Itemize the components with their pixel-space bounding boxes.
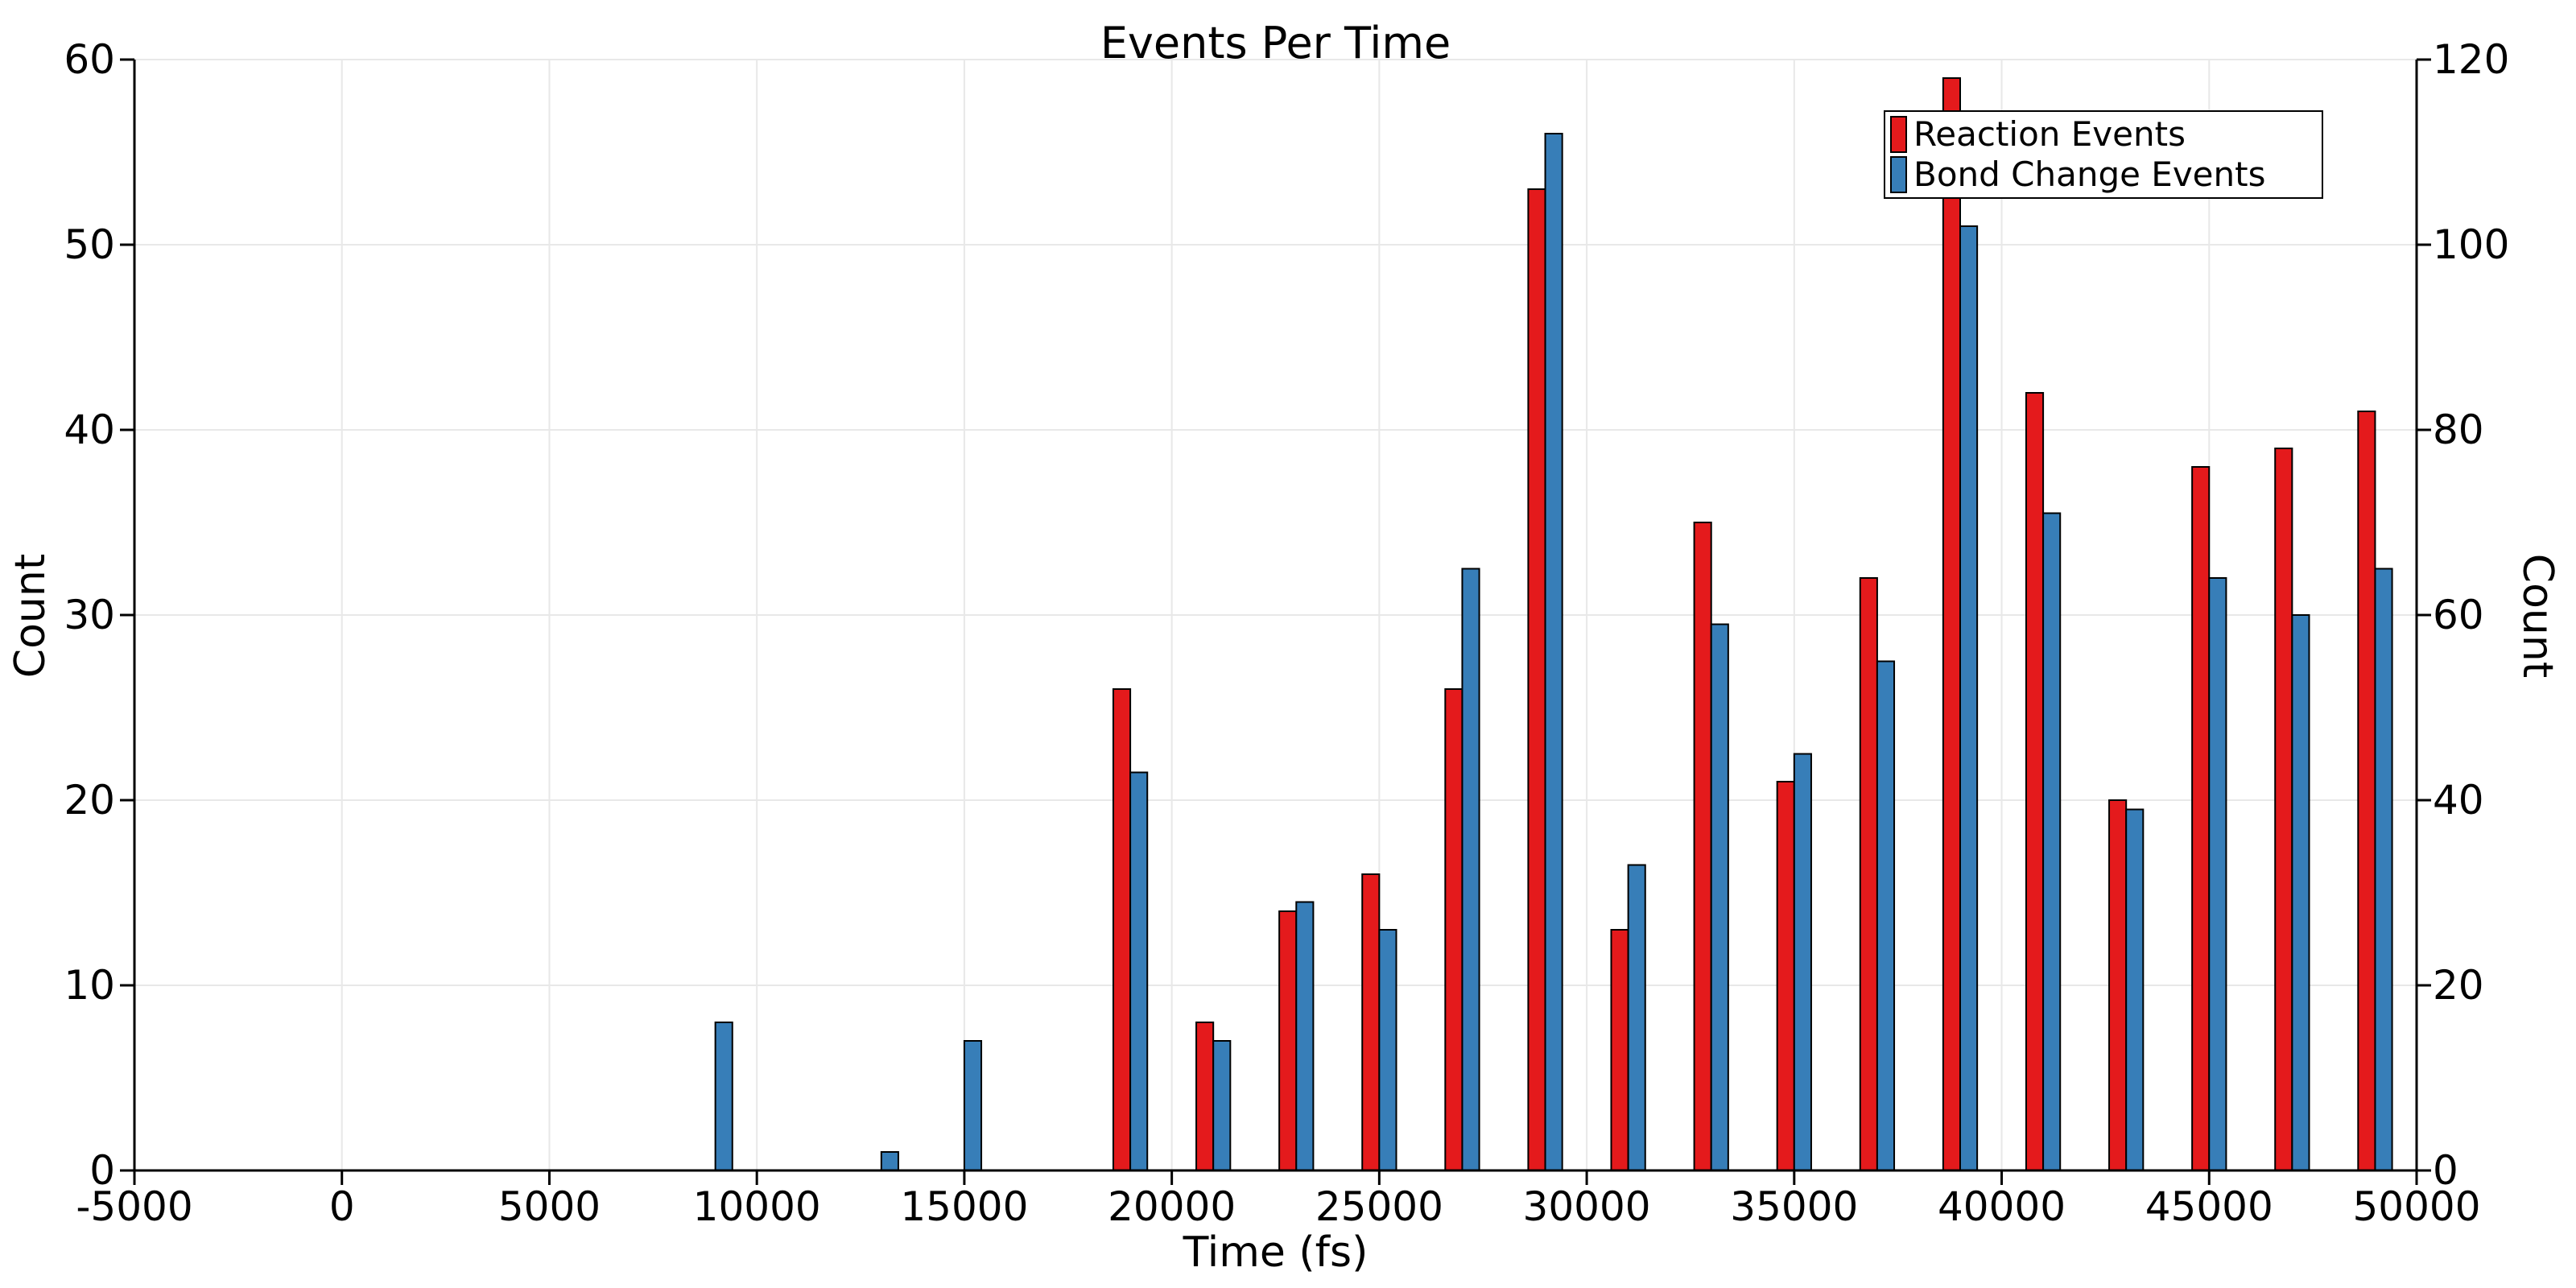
- reaction-events-bar: [1444, 688, 1463, 1171]
- reaction-events-bar: [2357, 411, 2376, 1171]
- y-right-tick-label: 80: [2433, 407, 2484, 453]
- y-right-tick-label: 100: [2433, 221, 2510, 268]
- bond-change-events-bar: [1793, 753, 1812, 1171]
- x-tick-label: 50000: [2352, 1183, 2481, 1230]
- bond-change-events-bar: [2125, 808, 2145, 1171]
- bond-change-events-bar: [1212, 1040, 1232, 1171]
- y-left-tick-label: 10: [64, 962, 115, 1009]
- x-tick-label: 20000: [1108, 1183, 1236, 1230]
- bond-change-events-bar: [1959, 225, 1979, 1171]
- x-tick-label: 25000: [1315, 1183, 1443, 1230]
- legend-item-bond-change-events: Bond Change Events: [1890, 155, 2317, 195]
- y-left-tick-label: 60: [64, 36, 115, 83]
- reaction-events-bar: [1776, 781, 1795, 1171]
- bond-change-events-bar: [1544, 133, 1563, 1171]
- reaction-events-bar: [2191, 466, 2211, 1171]
- legend-swatch-reaction-events: [1890, 116, 1907, 153]
- y-right-tick-label: 120: [2433, 36, 2510, 83]
- bond-change-events-bar: [1378, 929, 1397, 1171]
- legend-label-bond-change-events: Bond Change Events: [1913, 155, 2266, 194]
- bond-change-events-bar: [1129, 771, 1149, 1171]
- reaction-events-bar: [2274, 448, 2293, 1171]
- x-tick-label: -5000: [76, 1183, 193, 1230]
- reaction-events-bar: [1112, 688, 1132, 1171]
- reaction-events-bar: [1859, 577, 1878, 1171]
- bond-change-events-bar: [880, 1151, 899, 1171]
- reaction-events-bar: [1610, 929, 1629, 1171]
- bond-change-events-bar: [1295, 901, 1315, 1171]
- bond-change-events-bar: [1627, 864, 1646, 1171]
- bond-change-events-bar: [2042, 512, 2062, 1171]
- y-left-tick-label: 40: [64, 407, 115, 453]
- reaction-events-bar: [1278, 910, 1298, 1171]
- bond-change-events-bar: [1710, 623, 1729, 1171]
- reaction-events-bar: [1195, 1022, 1215, 1171]
- bond-change-events-bar: [2374, 568, 2393, 1171]
- y-left-tick-label: 0: [89, 1147, 115, 1194]
- y-right-tick-label: 0: [2433, 1147, 2458, 1194]
- y-right-tick-label: 60: [2433, 592, 2484, 638]
- x-tick-label: 5000: [497, 1183, 601, 1230]
- x-tick-label: 0: [328, 1183, 355, 1230]
- y-left-tick-label: 50: [64, 221, 115, 268]
- legend: Reaction Events Bond Change Events: [1884, 110, 2323, 199]
- reaction-events-bar: [1942, 77, 1962, 1171]
- legend-item-reaction-events: Reaction Events: [1890, 114, 2317, 155]
- legend-label-reaction-events: Reaction Events: [1913, 114, 2186, 154]
- bond-change-events-bar: [1876, 660, 1896, 1171]
- reaction-events-bar: [1527, 188, 1546, 1171]
- x-tick-label: 30000: [1522, 1183, 1651, 1230]
- y-left-tick-label: 20: [64, 777, 115, 824]
- legend-swatch-bond-change-events: [1890, 156, 1907, 193]
- x-tick-label: 15000: [900, 1183, 1029, 1230]
- x-tick-label: 45000: [2145, 1183, 2273, 1230]
- y-right-tick-label: 40: [2433, 777, 2484, 824]
- bond-change-events-bar: [2291, 614, 2310, 1171]
- bond-change-events-bar: [2208, 577, 2227, 1171]
- bond-change-events-bar: [714, 1022, 733, 1171]
- reaction-events-bar: [2025, 392, 2045, 1171]
- chart-title: Events Per Time: [1100, 18, 1451, 68]
- bond-change-events-bar: [1461, 568, 1480, 1171]
- x-tick-label: 10000: [692, 1183, 821, 1230]
- reaction-events-bar: [2108, 799, 2128, 1171]
- y-right-tick-label: 20: [2433, 962, 2484, 1009]
- reaction-events-bar: [1361, 873, 1381, 1171]
- bond-change-events-bar: [963, 1040, 983, 1171]
- x-tick-label: 35000: [1730, 1183, 1859, 1230]
- y-left-tick-label: 30: [64, 592, 115, 638]
- x-axis-label: Time (fs): [1183, 1228, 1368, 1277]
- x-tick-label: 40000: [1938, 1183, 2066, 1230]
- reaction-events-bar: [1693, 522, 1712, 1171]
